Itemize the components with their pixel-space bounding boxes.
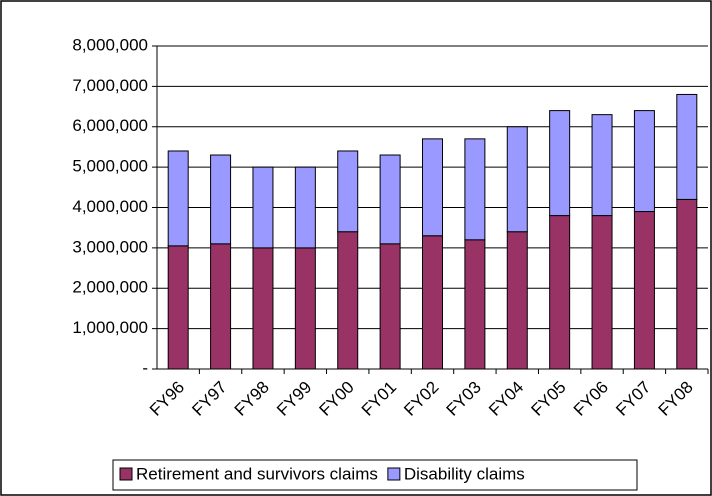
y-tick-label: 8,000,000	[72, 35, 148, 54]
bar-segment	[379, 154, 401, 245]
legend-label: Retirement and survivors claims	[136, 464, 378, 483]
legend-swatch	[119, 467, 133, 481]
bar-segment	[676, 198, 698, 370]
bar-segment	[506, 126, 528, 233]
legend-swatch	[387, 467, 401, 481]
y-tick-label: 5,000,000	[72, 157, 148, 176]
bar-segment	[294, 166, 316, 249]
y-tick-label: 1,000,000	[72, 318, 148, 337]
bar-segment	[591, 114, 613, 217]
legend-box	[112, 459, 638, 491]
bar-segment	[464, 239, 486, 370]
bar-segment	[337, 231, 359, 370]
bar-segment	[506, 231, 528, 370]
bar-segment	[210, 154, 232, 245]
legend-label: Disability claims	[404, 464, 525, 483]
y-tick-label: 7,000,000	[72, 76, 148, 95]
bar-segment	[294, 247, 316, 370]
bar-segment	[167, 150, 189, 247]
y-tick-label: -	[142, 358, 148, 377]
bar-segment	[549, 215, 571, 370]
y-tick-label: 3,000,000	[72, 237, 148, 256]
bar-segment	[464, 138, 486, 241]
bar-segment	[252, 166, 274, 249]
bar-segment	[337, 150, 359, 233]
bar-segment	[676, 93, 698, 200]
bar-segment	[167, 245, 189, 370]
bar-segment	[422, 138, 443, 237]
bar-segment	[633, 211, 655, 370]
y-tick-label: 2,000,000	[72, 278, 148, 297]
bar-segment	[252, 247, 274, 370]
bar-segment	[549, 110, 571, 217]
bar-segment	[633, 110, 655, 213]
bar-segment	[591, 215, 613, 370]
bar-segment	[379, 243, 401, 370]
y-tick-label: 6,000,000	[72, 116, 148, 135]
bar-segment	[210, 243, 232, 370]
y-tick-label: 4,000,000	[72, 197, 148, 216]
bar-segment	[422, 235, 443, 370]
